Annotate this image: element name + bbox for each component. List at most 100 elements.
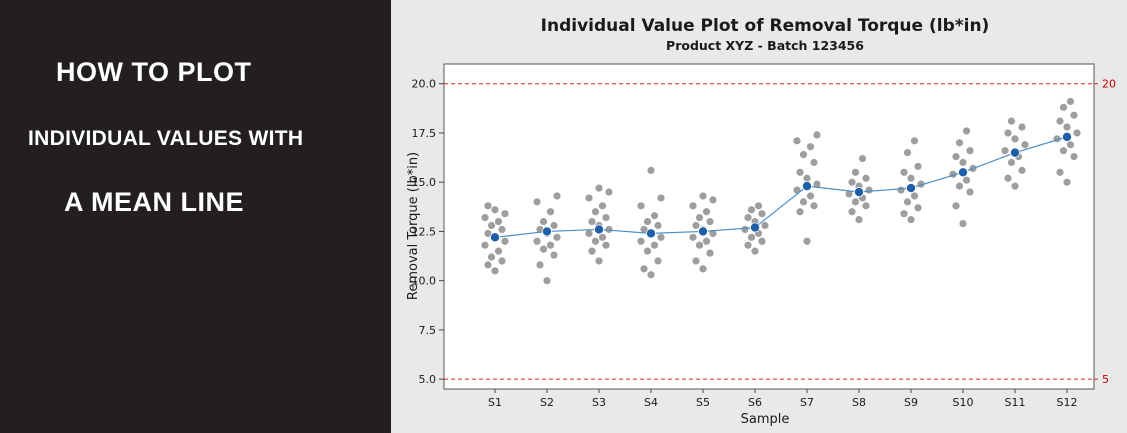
data-point: [803, 237, 811, 245]
data-point: [1004, 174, 1012, 182]
data-point: [650, 241, 659, 249]
x-tick-label: S5: [696, 396, 710, 409]
data-point: [803, 174, 811, 182]
data-point: [1070, 152, 1078, 161]
data-point: [741, 225, 749, 234]
data-point: [699, 192, 707, 200]
data-point: [539, 245, 548, 253]
data-point: [595, 184, 603, 192]
data-point: [602, 214, 610, 222]
data-point: [498, 257, 506, 265]
data-point: [536, 225, 544, 234]
y-axis-label: Removal Torque (lb*in): [406, 152, 421, 300]
chart-panel: Individual Value Plot of Removal Torque …: [391, 0, 1127, 433]
data-point: [952, 152, 960, 161]
data-point: [747, 233, 756, 241]
data-point: [484, 229, 492, 237]
chart-subtitle: Product XYZ - Batch 123456: [666, 38, 864, 53]
x-axis: S1 S2 S3 S4 S5 S6 S7 S8 S9 S10 S11 S12: [488, 389, 1077, 409]
data-point: [813, 131, 821, 139]
y-axis: 5.0 7.5 10.0 12.5 15.0 17.5 20.0: [412, 78, 444, 386]
data-point: [699, 265, 707, 273]
reference-lines: 20 5: [444, 78, 1116, 386]
data-point: [657, 194, 665, 202]
data-point: [494, 217, 503, 226]
data-point: [1001, 147, 1009, 155]
data-point: [585, 229, 593, 237]
data-point: [481, 214, 489, 222]
data-point: [533, 237, 541, 245]
data-point: [1073, 129, 1081, 137]
data-point: [536, 261, 544, 269]
data-point: [595, 257, 603, 265]
data-point: [647, 271, 655, 279]
data-point: [487, 253, 496, 261]
data-point: [845, 190, 853, 198]
data-point: [640, 225, 648, 234]
data-point: [546, 208, 555, 216]
data-point: [643, 217, 652, 226]
individual-value-plot: Individual Value Plot of Removal Torque …: [406, 16, 1116, 427]
data-point: [605, 225, 613, 234]
data-point: [858, 154, 867, 163]
data-point: [591, 208, 600, 216]
data-point: [647, 166, 655, 174]
data-point: [914, 162, 922, 171]
data-point: [695, 214, 704, 222]
data-point: [744, 241, 752, 249]
mean-marker: [853, 187, 864, 198]
data-point: [706, 249, 714, 257]
x-tick-label: S12: [1057, 396, 1078, 409]
data-point: [959, 219, 967, 228]
data-point: [491, 267, 499, 275]
data-point: [689, 202, 697, 210]
data-point: [1056, 117, 1064, 125]
data-point: [637, 202, 645, 210]
x-axis-label: Sample: [741, 412, 790, 427]
data-point: [1018, 123, 1026, 131]
mean-line: [494, 136, 1068, 238]
data-point: [796, 168, 804, 176]
data-point: [702, 208, 711, 216]
y-tick-label: 12.5: [412, 225, 437, 238]
data-point: [758, 237, 766, 245]
mean-marker: [958, 167, 969, 178]
promo-line-3: A MEAN LINE: [64, 187, 244, 217]
mean-marker: [490, 232, 501, 243]
data-point: [1007, 117, 1016, 125]
x-tick-label: S6: [748, 396, 762, 409]
data-point: [1063, 178, 1071, 186]
data-point: [588, 217, 596, 226]
data-point: [695, 241, 704, 249]
data-point: [955, 182, 964, 190]
promo-panel: HOW TO PLOT INDIVIDUAL VALUES WITH A MEA…: [0, 0, 391, 433]
data-point: [1066, 97, 1075, 106]
data-point: [966, 188, 974, 196]
mean-marker: [1010, 147, 1021, 158]
x-tick-label: S2: [540, 396, 554, 409]
data-point: [1059, 103, 1068, 111]
y-tick-label: 15.0: [412, 176, 437, 189]
data-point: [709, 229, 717, 237]
data-point: [484, 202, 492, 210]
data-point: [1021, 141, 1029, 149]
data-point: [751, 247, 759, 255]
mean-marker: [593, 224, 604, 235]
data-point: [793, 137, 801, 145]
data-point: [546, 241, 555, 249]
data-point: [553, 192, 561, 200]
data-point: [758, 210, 766, 218]
data-point: [806, 143, 815, 151]
data-point: [539, 217, 548, 226]
data-point: [487, 221, 496, 230]
data-point: [1011, 135, 1019, 143]
mean-marker: [541, 226, 552, 237]
data-point: [962, 127, 971, 135]
data-point: [650, 212, 659, 220]
data-point: [1070, 111, 1078, 119]
mean-marker: [697, 226, 708, 237]
data-point: [907, 174, 915, 182]
data-point: [598, 233, 607, 241]
data-point: [862, 174, 870, 182]
data-point: [799, 198, 808, 206]
